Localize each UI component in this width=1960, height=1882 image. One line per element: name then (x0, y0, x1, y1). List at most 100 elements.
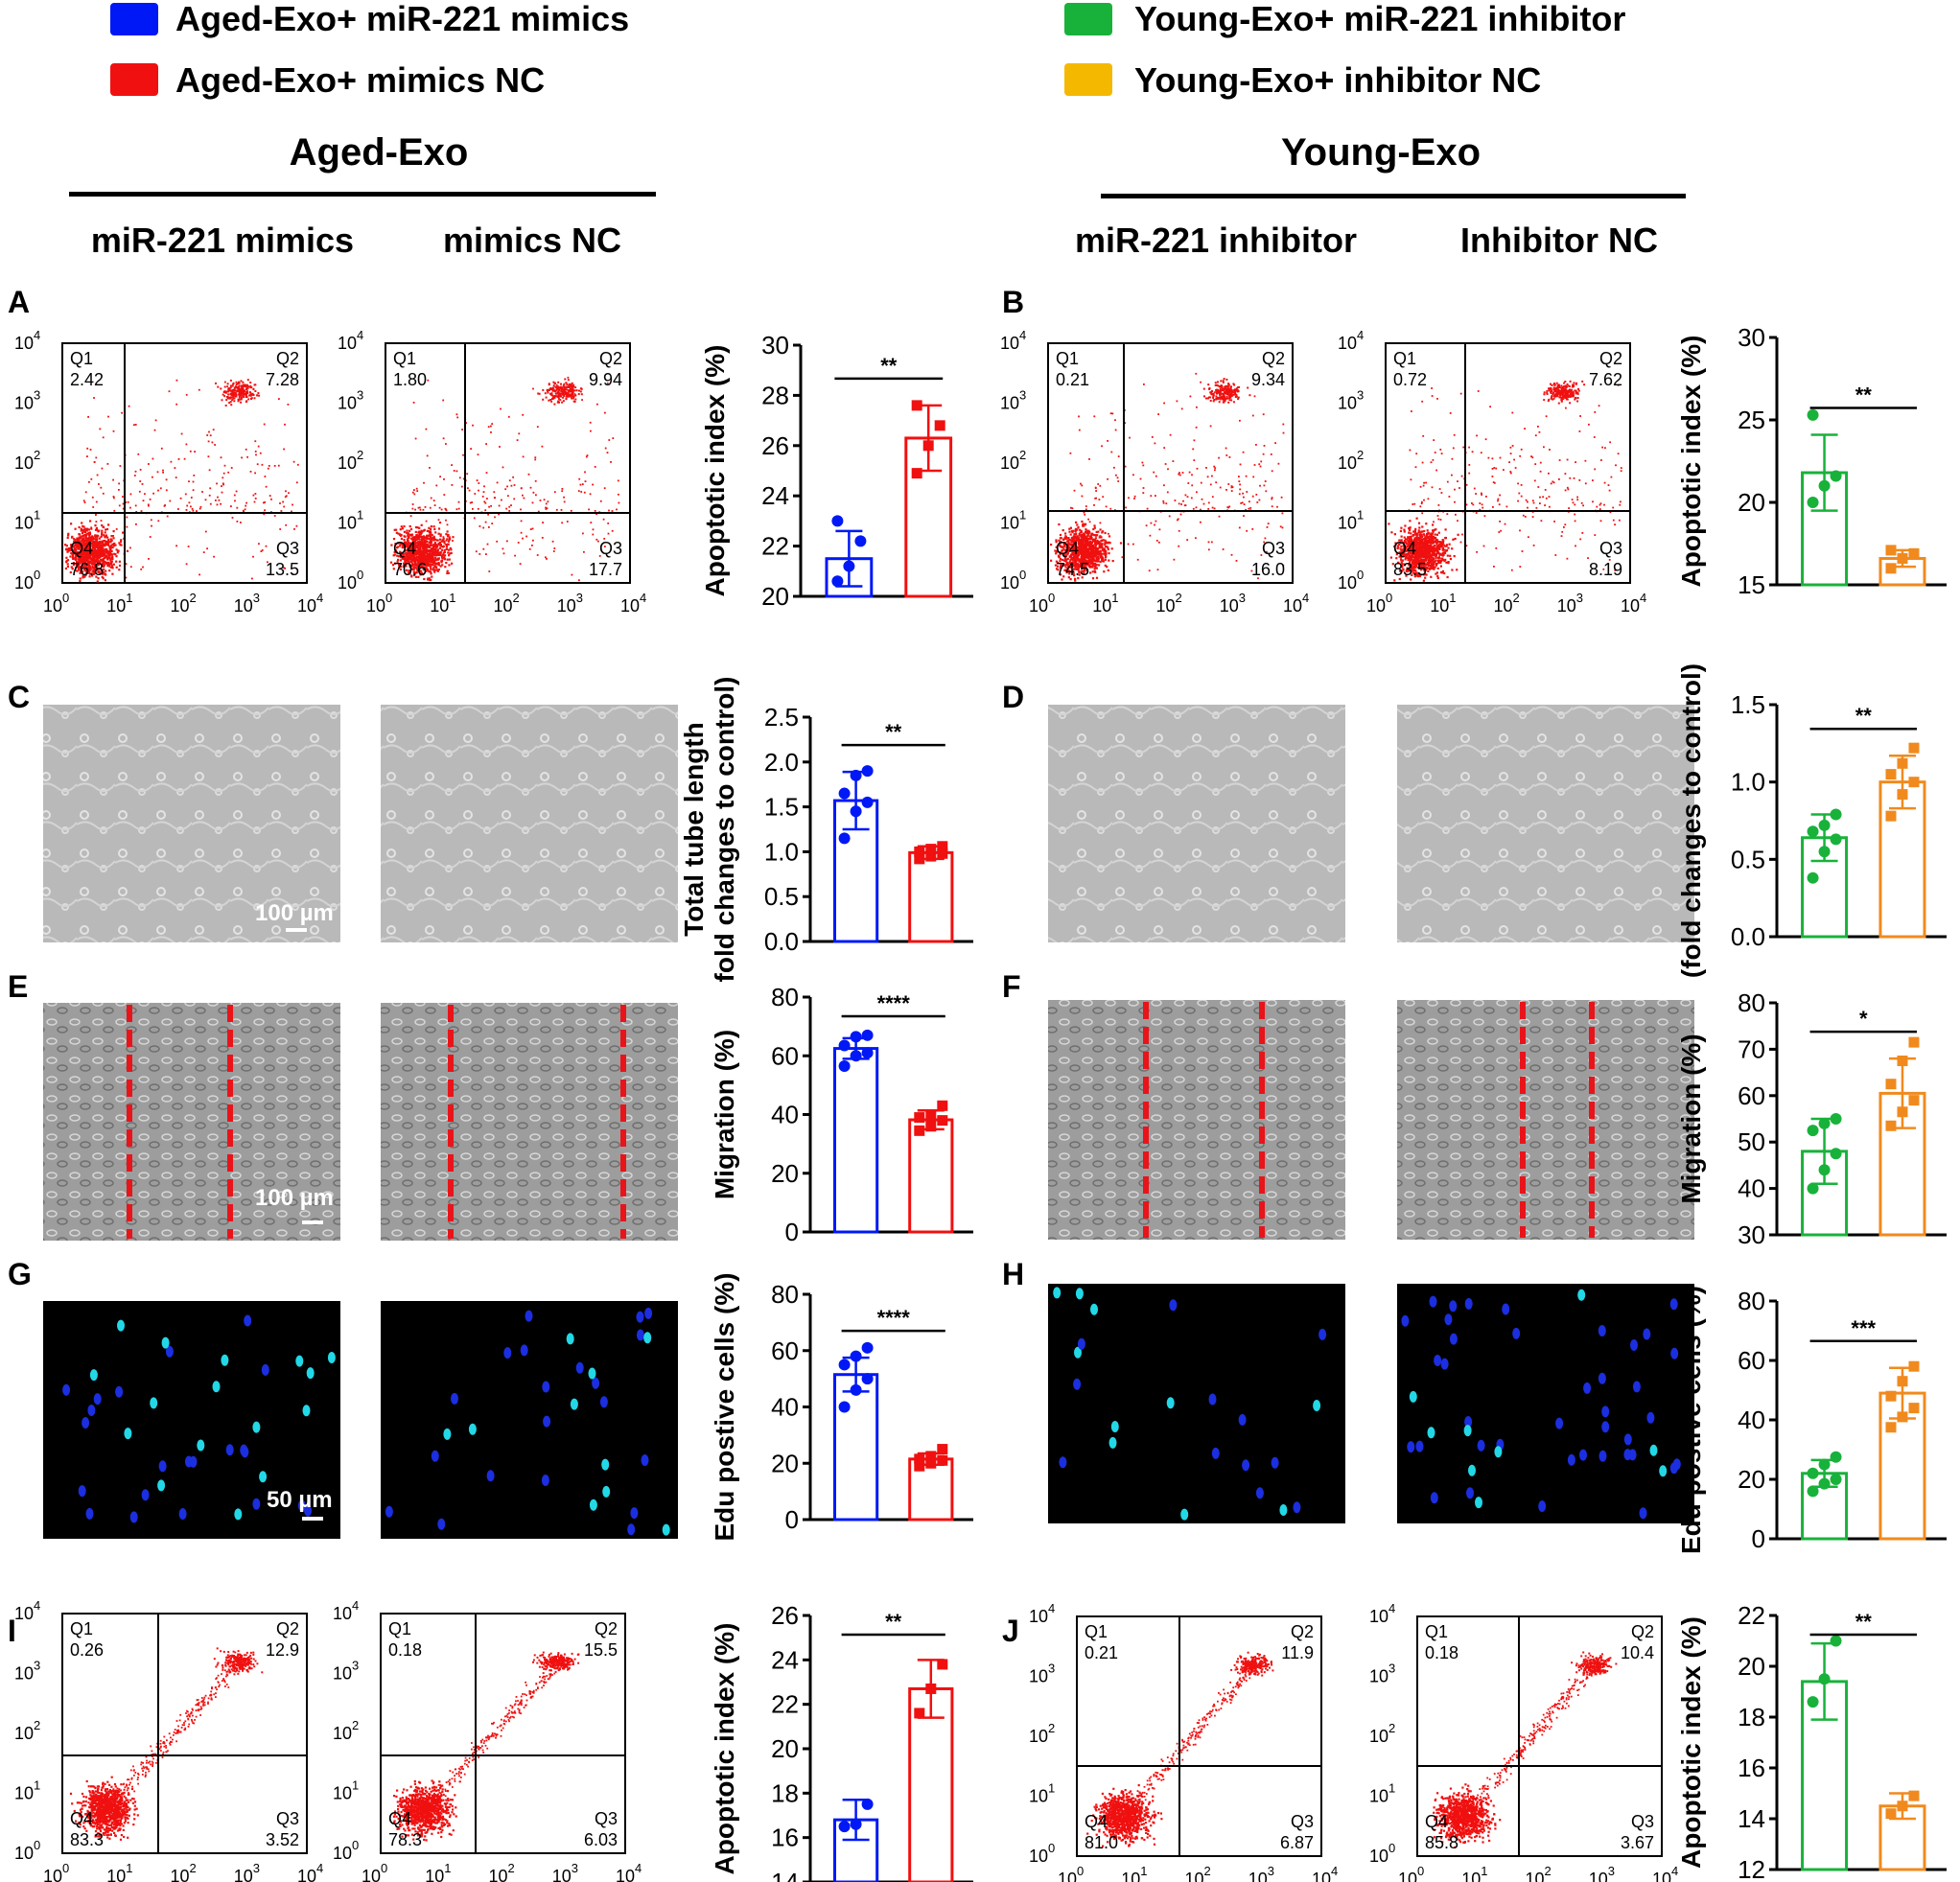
flow-event (432, 557, 434, 560)
flow-event (412, 574, 416, 577)
flow-event (125, 563, 128, 565)
flow-event (408, 548, 411, 551)
edu-nucleus (212, 1381, 221, 1393)
flow-event (82, 546, 85, 549)
flow-event (99, 563, 102, 566)
flow-event (451, 562, 454, 565)
flow-event (238, 381, 240, 383)
flow-event (99, 568, 102, 570)
flow-event (445, 519, 447, 522)
flow-event (532, 539, 534, 542)
flow-event (75, 546, 78, 548)
edu-nucleus (225, 1444, 234, 1456)
flow-event (244, 508, 246, 511)
flow-event (1084, 533, 1086, 536)
flow-event (111, 543, 114, 546)
flow-event (95, 543, 99, 546)
flow-event (1163, 447, 1166, 449)
flow-event (1193, 459, 1196, 461)
flow-event (1219, 394, 1222, 397)
flow-event (1078, 429, 1081, 431)
flow-event (177, 508, 179, 510)
flow-event (92, 563, 95, 566)
edu-nucleus (302, 1405, 311, 1417)
flow-event (425, 567, 428, 569)
flow-event (194, 451, 196, 453)
flow-event (409, 537, 412, 540)
flow-event (1056, 565, 1060, 568)
flow-event (414, 564, 417, 567)
flow-event (82, 574, 84, 577)
flow-event (97, 547, 100, 550)
flow-event (412, 544, 415, 546)
flow-event (238, 393, 241, 396)
flow-event (474, 493, 477, 495)
flow-event (1209, 396, 1212, 399)
flow-event (117, 549, 120, 552)
flow-event (79, 561, 82, 564)
flow-event (1409, 520, 1412, 523)
flow-event (572, 385, 574, 388)
flow-event (253, 500, 256, 503)
flow-event (1082, 523, 1085, 525)
flow-event (430, 527, 432, 530)
flow-event (1247, 386, 1249, 389)
flow-event (72, 549, 76, 552)
flow-event (78, 525, 81, 529)
flow-event (586, 454, 589, 456)
flow-event (1116, 476, 1119, 479)
flow-event (1259, 484, 1261, 487)
flow-event (103, 565, 105, 568)
flow-event (283, 567, 285, 569)
flow-event (273, 465, 276, 467)
flow-event (81, 566, 83, 569)
edu-nucleus (601, 1458, 610, 1471)
flow-event (1117, 480, 1120, 482)
flow-event (1253, 464, 1256, 466)
flow-event (95, 500, 98, 503)
flow-event (242, 383, 245, 386)
flow-event (1064, 559, 1067, 562)
flow-event (494, 516, 496, 519)
flow-event (418, 571, 421, 574)
edu-nucleus (1075, 1288, 1084, 1300)
flow-event (218, 499, 221, 501)
flow-event (1067, 541, 1070, 544)
flow-event (198, 573, 200, 576)
flow-event (175, 545, 177, 547)
edu-nucleus (1449, 1333, 1458, 1345)
flow-event (92, 506, 95, 508)
flow-event (86, 527, 89, 530)
flow-event (440, 540, 443, 543)
flow-event (108, 569, 111, 572)
flow-event (409, 542, 412, 545)
flow-event (466, 473, 469, 476)
migration-images: 100 µm (43, 1000, 1694, 1241)
flow-event (256, 463, 259, 466)
flow-event (1217, 381, 1219, 383)
flow-event (1085, 547, 1087, 550)
flow-event (502, 466, 504, 469)
flow-event (99, 546, 102, 548)
flow-event (98, 560, 101, 563)
flow-event (185, 509, 188, 511)
flow-event (89, 538, 92, 541)
flow-event (1202, 387, 1205, 390)
flow-event (592, 528, 595, 531)
flow-event (1227, 483, 1230, 485)
flow-event (485, 553, 487, 555)
flow-event (520, 508, 522, 511)
flow-event (1421, 525, 1424, 528)
flow-event (101, 535, 103, 537)
flow-event (409, 515, 412, 518)
flow-event (428, 534, 431, 537)
flow-event (560, 395, 563, 398)
flow-event (437, 542, 440, 546)
flow-event (432, 544, 435, 547)
flow-event (1411, 562, 1413, 566)
flow-event (1407, 540, 1410, 543)
flow-event (1100, 544, 1104, 546)
flow-event (1233, 393, 1236, 395)
flow-event (1141, 461, 1144, 464)
flow-event (202, 551, 205, 553)
